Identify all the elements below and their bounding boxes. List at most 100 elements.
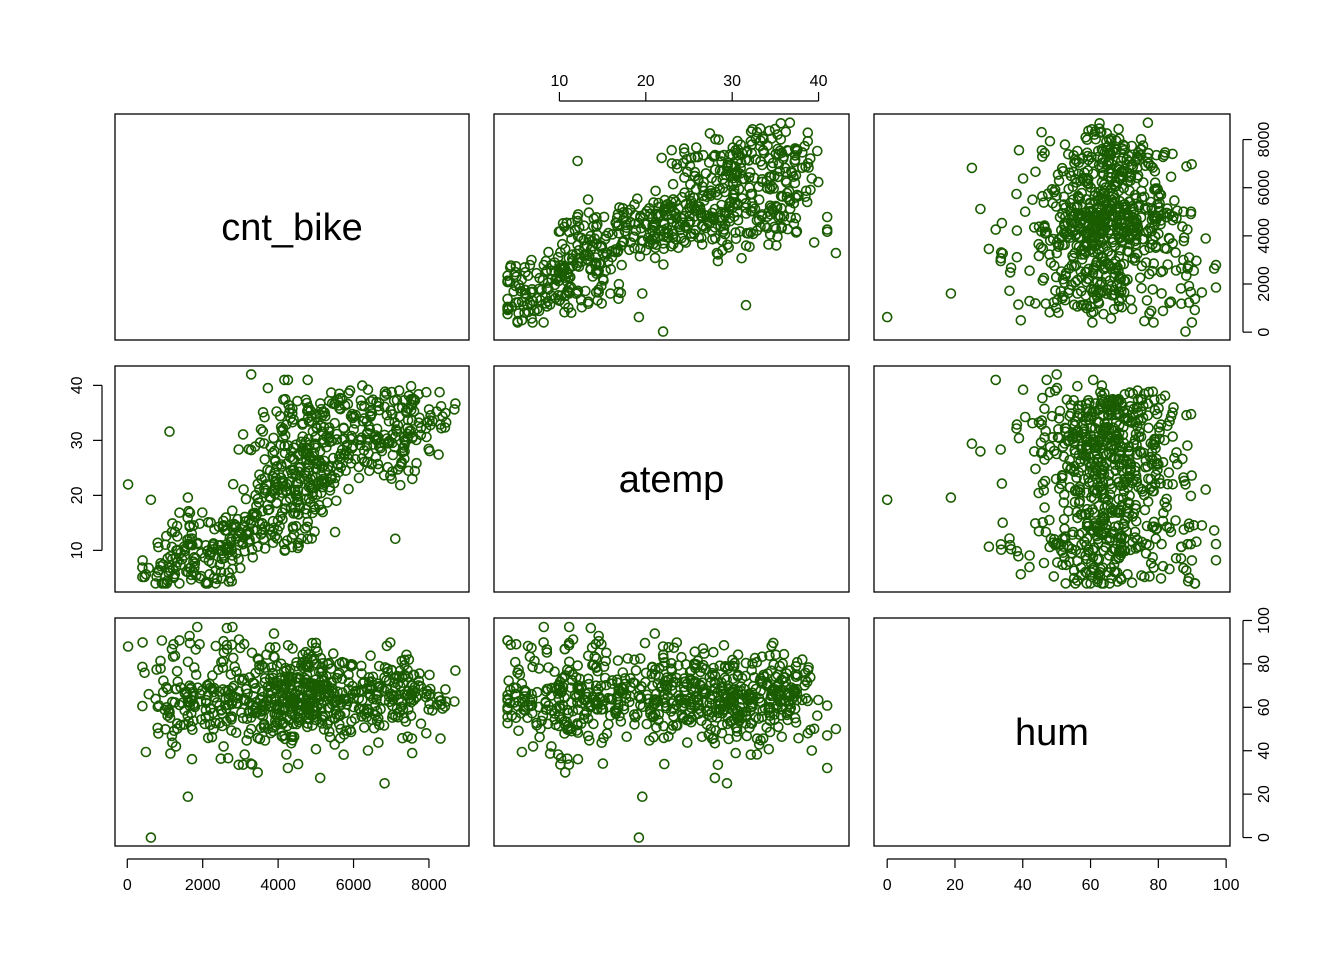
scatter-point bbox=[732, 135, 743, 147]
scatter-point bbox=[227, 621, 238, 633]
scatter-point bbox=[358, 722, 370, 733]
scatter-point bbox=[349, 713, 361, 724]
scatter-point bbox=[657, 326, 669, 337]
scatter-point bbox=[737, 173, 748, 185]
scatter-point bbox=[685, 179, 696, 190]
tick-label: 60 bbox=[1256, 698, 1273, 716]
scatter-point bbox=[1208, 263, 1220, 274]
scatter-point bbox=[1103, 198, 1115, 209]
scatter-point bbox=[572, 155, 583, 167]
scatter-point bbox=[1013, 144, 1025, 156]
scatter-point bbox=[522, 299, 533, 311]
scatter-point bbox=[182, 791, 194, 803]
scatter-point bbox=[1057, 547, 1069, 559]
scatter-point bbox=[206, 546, 218, 558]
scatter-point bbox=[681, 737, 693, 748]
scatter-point bbox=[450, 398, 461, 409]
scatter-point bbox=[658, 259, 669, 270]
scatter-point bbox=[1080, 194, 1092, 205]
panel-atemp-vs-hum bbox=[873, 365, 1231, 593]
scatter-point bbox=[372, 458, 384, 470]
scatter-point bbox=[122, 479, 134, 490]
scatter-point bbox=[751, 225, 763, 236]
scatter-point bbox=[1113, 493, 1125, 505]
scatter-point bbox=[259, 662, 271, 674]
scatter-point bbox=[355, 395, 367, 406]
scatter-point bbox=[793, 732, 804, 744]
scatter-point bbox=[1210, 538, 1222, 550]
scatter-point bbox=[1060, 578, 1071, 589]
scatter-point bbox=[1183, 518, 1195, 530]
scatter-point bbox=[1049, 385, 1061, 396]
scatter-point bbox=[534, 731, 545, 743]
scatter-point bbox=[1178, 562, 1189, 574]
scatter-point bbox=[161, 681, 172, 693]
scatter-point bbox=[218, 515, 229, 527]
scatter-point bbox=[1013, 432, 1025, 444]
scatter-point bbox=[616, 259, 628, 271]
scatter-point bbox=[381, 409, 393, 421]
scatter-point bbox=[504, 262, 516, 273]
scatter-point bbox=[1065, 399, 1077, 411]
scatter-point bbox=[1059, 552, 1070, 563]
scatter-point bbox=[1066, 543, 1077, 555]
scatter-point bbox=[281, 749, 292, 760]
scatter-point bbox=[1151, 149, 1162, 161]
scatter-point bbox=[413, 417, 425, 429]
scatter-point bbox=[591, 221, 602, 232]
scatter-point bbox=[996, 217, 1008, 229]
scatter-point bbox=[379, 662, 391, 673]
panel-cnt_bike-vs-cnt_bike bbox=[114, 113, 470, 341]
scatter-point bbox=[544, 299, 556, 310]
scatter-point bbox=[240, 683, 252, 695]
scatter-point bbox=[172, 557, 183, 568]
scatter-point bbox=[1119, 533, 1130, 544]
scatter-point bbox=[1150, 533, 1162, 545]
scatter-point bbox=[556, 238, 568, 250]
scatter-point bbox=[246, 647, 258, 659]
scatter-point bbox=[811, 710, 823, 722]
scatter-point bbox=[411, 457, 422, 469]
scatter-point bbox=[223, 576, 235, 587]
scatter-point bbox=[1104, 275, 1115, 287]
scatter-point bbox=[1131, 213, 1142, 225]
scatter-point bbox=[1141, 538, 1152, 550]
scatter-point bbox=[603, 718, 614, 730]
scatter-point bbox=[1116, 544, 1127, 556]
tick-label: 0 bbox=[1256, 833, 1273, 842]
scatter-point bbox=[1113, 226, 1125, 237]
scatter-point bbox=[269, 682, 281, 694]
scatter-point bbox=[803, 162, 814, 173]
scatter-point bbox=[572, 209, 584, 220]
scatter-point bbox=[688, 211, 700, 222]
scatter-point bbox=[402, 731, 414, 743]
scatter-point bbox=[1182, 575, 1194, 587]
scatter-point bbox=[1142, 461, 1153, 472]
scatter-point bbox=[190, 644, 202, 655]
scatter-point bbox=[679, 147, 690, 158]
scatter-point bbox=[174, 507, 185, 519]
scatter-point bbox=[322, 659, 334, 670]
scatter-point bbox=[1011, 188, 1022, 200]
scatter-point bbox=[646, 233, 658, 245]
scatter-point bbox=[707, 646, 719, 658]
scatter-point bbox=[1185, 490, 1197, 502]
scatter-point bbox=[423, 443, 435, 455]
scatter-point bbox=[718, 639, 730, 651]
scatter-point bbox=[679, 172, 690, 183]
scatter-point bbox=[1068, 429, 1079, 440]
scatter-point bbox=[1075, 569, 1087, 581]
scatter-point bbox=[709, 233, 721, 244]
scatter-point bbox=[1109, 192, 1121, 204]
scatter-point bbox=[1151, 453, 1162, 465]
scatter-point bbox=[1054, 483, 1065, 494]
scatter-point bbox=[321, 670, 332, 682]
scatter-point bbox=[1158, 507, 1169, 519]
scatter-point bbox=[1149, 212, 1160, 224]
scatter-point bbox=[319, 407, 331, 418]
scatter-point bbox=[526, 254, 537, 266]
scatter-point bbox=[268, 432, 279, 444]
scatter-point bbox=[1080, 226, 1092, 237]
scatter-point bbox=[257, 505, 268, 517]
scatter-point bbox=[615, 287, 627, 299]
